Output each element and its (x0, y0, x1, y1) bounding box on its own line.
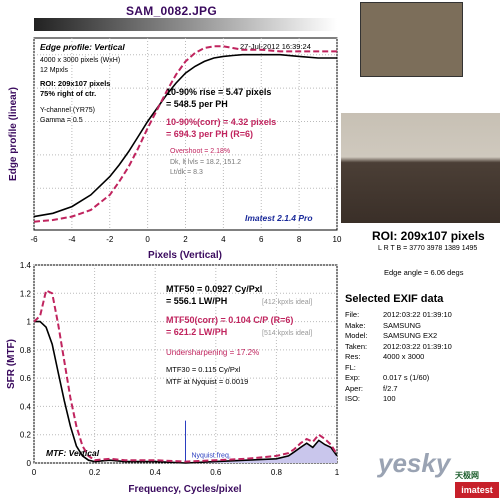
exif-row: Taken: 2012:03:22 01:39:10 (345, 342, 452, 351)
exif-row: Aper: f/2.7 (345, 384, 398, 393)
chart-title: Edge profile: Vertical (40, 42, 125, 52)
file-title: SAM_0082.JPG (126, 4, 217, 18)
exif-row: Exp: 0.017 s (1/60) (345, 373, 429, 382)
watermark-text: yesky (378, 448, 451, 478)
rise-line: = 548.5 per PH (166, 99, 228, 109)
undersharpening: Undersharpening = 17.2% (166, 348, 259, 357)
timestamp: 27-Jul-2012 16:39:24 (240, 42, 311, 51)
x-axis-label: Pixels (Vertical) (148, 250, 222, 261)
x-tick-label: 4 (221, 235, 226, 244)
y-tick-label: 0.4 (20, 402, 32, 411)
y-tick-label: 0.6 (20, 374, 32, 383)
y-tick-label: 0.2 (20, 431, 32, 440)
mtf50-corr-line: MTF50(corr) = 0.104 C/P (R=6) (166, 315, 293, 325)
x-tick-label: -4 (68, 235, 76, 244)
exif-key: Res: (345, 352, 361, 361)
exif-value: SAMSUNG EX2 (383, 331, 438, 340)
exif-key: ISO: (345, 394, 361, 403)
exif-row: FL: (345, 363, 383, 372)
edge-profile-plot: -6 -4 -2 0 2 4 6 8 10 Edge profile: Vertical 27-Ju… (8, 37, 342, 261)
imatest-version: Imatest 2.1.4 Pro (245, 213, 313, 223)
x-tick-label: 0 (145, 235, 150, 244)
y-tick-label: 1.4 (20, 261, 32, 270)
x-tick-label: 2 (183, 235, 188, 244)
channel-info-line: Y-channel (YR75) (40, 107, 95, 114)
roi-info-line: 75% right of ctr. (40, 89, 96, 98)
exif-row: Model: SAMSUNG EX2 (345, 331, 437, 340)
aliasing-fill (185, 440, 337, 463)
mtf-nyquist: MTF at Nyquist = 0.0019 (166, 377, 248, 386)
exif-value: 0.017 s (1/60) (383, 373, 430, 382)
exif-title: Selected EXIF data (345, 293, 444, 305)
level-line: Dk, lt lvls = 18.2, 151.2 (170, 159, 241, 166)
y-tick-label: 0 (27, 459, 32, 468)
mtf50-corr-ideal: [514 kpxls ideal] (262, 330, 312, 337)
rise-corr-line: 10-90%(corr) = 4.32 pixels (166, 117, 276, 127)
chart-title: MTF: Vertical (46, 448, 100, 458)
roi-crop-image (341, 113, 500, 223)
x-tick-label: 0.8 (271, 468, 283, 477)
x-tick-label: 6 (259, 235, 264, 244)
mtf30: MTF30 = 0.115 Cy/Pxl (166, 365, 241, 374)
rise-corr-line: = 694.3 per PH (R=6) (166, 129, 253, 139)
roi-info-line: ROI: 209x107 pixels (40, 79, 110, 88)
exif-key: Model: (345, 331, 368, 340)
y-tick-label: 0.8 (20, 346, 32, 355)
exif-key: File: (345, 310, 360, 319)
exif-key: Aper: (345, 383, 363, 393)
channel-info-line: Gamma = 0.5 (40, 117, 83, 124)
x-axis-label: Frequency, Cycles/pixel (128, 484, 241, 495)
y-axis-label: SFR (MTF) (6, 339, 17, 389)
exif-row: ISO: 100 (345, 394, 396, 403)
exif-row: Res: 4000 x 3000 (345, 352, 424, 361)
x-tick-label: 1 (335, 468, 340, 477)
edge-angle: Edge angle = 6.06 degs (384, 268, 464, 277)
mtf50-corr-line: = 621.2 LW/PH (166, 327, 227, 337)
exif-value: 4000 x 3000 (383, 352, 425, 361)
x-tick-label: 0.6 (210, 468, 222, 477)
overshoot-line: Overshoot = 2.18% (170, 148, 230, 155)
mtf-series-line-1 (34, 320, 338, 464)
watermark-sub: 天极网 (455, 471, 479, 480)
exif-key: Taken: (345, 341, 368, 351)
exif-key: FL: (345, 362, 356, 372)
level-line: Lt/dk = 8.3 (170, 169, 203, 176)
exif-key: Make: (345, 320, 366, 330)
y-tick-label: 1 (27, 318, 32, 327)
rise-line: 10-90% rise = 5.47 pixels (166, 87, 271, 97)
x-tick-label: 0 (32, 468, 37, 477)
x-tick-label: -6 (30, 235, 38, 244)
mtf50-line: = 556.1 LW/PH (166, 296, 227, 306)
exif-value: 2012:03:22 01:39:10 (383, 341, 452, 351)
mtf50-line: MTF50 = 0.0927 Cy/Pxl (166, 284, 262, 294)
exif-row: Make: SAMSUNG (345, 321, 421, 330)
roi-title: ROI: 209x107 pixels (372, 229, 485, 243)
mtf-plot: 0 0.2 0.4 0.6 0.8 1 0 0.2 0.4 0.6 0.8 1 1.2 1.4 Nyquis… (6, 261, 340, 495)
y-axis-label: Edge profile (linear) (8, 87, 19, 181)
test-chart-thumbnail (360, 2, 463, 77)
exif-value: 2012:03:22 01:39:10 (383, 310, 452, 319)
x-tick-label: -2 (106, 235, 114, 244)
x-tick-label: 10 (333, 235, 342, 244)
exif-value: SAMSUNG (383, 320, 421, 330)
exif-value: 100 (383, 394, 396, 403)
mtf-series-line-2 (33, 289, 338, 463)
x-tick-label: 8 (297, 235, 302, 244)
exif-value: f/2.7 (383, 383, 398, 393)
x-tick-label: 0.2 (89, 468, 101, 477)
nyquist-label: Nyquist freq. (192, 452, 231, 459)
exif-row: File: 2012:03:22 01:39:10 (345, 310, 452, 319)
edge-gradient-strip (34, 18, 337, 31)
roi-coords: L R T B = 3770 3978 1389 1495 (378, 245, 478, 252)
x-tick-label: 0.4 (150, 468, 162, 477)
edge-series-line-1 (33, 53, 337, 218)
info-line: 4000 x 3000 pixels (WxH) (40, 57, 120, 64)
y-tick-label: 1.2 (20, 289, 32, 298)
imatest-logo: imatest (455, 482, 499, 498)
mtf50-ideal: [412 kpxls ideal] (262, 299, 312, 306)
info-line: 12 Mpxls (40, 67, 69, 74)
edge-series-line-2 (33, 45, 337, 223)
exif-key: Exp: (345, 373, 361, 382)
